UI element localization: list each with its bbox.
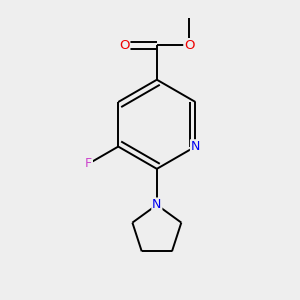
Text: F: F (85, 157, 92, 170)
Text: O: O (184, 39, 195, 52)
Text: N: N (191, 140, 200, 153)
Text: N: N (152, 198, 161, 212)
Text: O: O (119, 39, 130, 52)
